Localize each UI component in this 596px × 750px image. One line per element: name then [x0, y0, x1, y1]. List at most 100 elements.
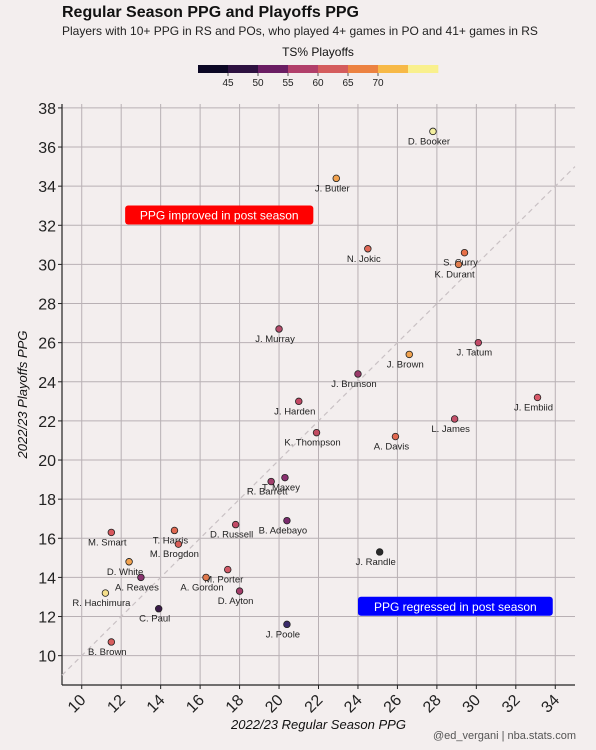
colorbar-segment [408, 65, 439, 73]
data-point [450, 415, 459, 423]
y-tick-label: 10 [38, 649, 56, 666]
x-tick-label: 34 [538, 692, 563, 717]
data-point [283, 516, 291, 525]
y-tick-label: 18 [38, 492, 56, 509]
y-tick-label: 32 [38, 218, 56, 235]
y-tick-label: 30 [38, 257, 56, 274]
data-point [275, 325, 283, 333]
data-point [170, 526, 179, 535]
point-label: A. Gordon [180, 582, 223, 593]
point-label: J. Randle [356, 557, 396, 568]
x-tick-label: 20 [262, 692, 287, 717]
y-axis-label: 2022/23 Playoffs PPG [15, 331, 30, 460]
data-point [364, 245, 372, 253]
y-tick-label: 38 [38, 101, 56, 118]
annotation-text: PPG regressed in post season [374, 600, 537, 614]
data-point [125, 558, 133, 566]
point-label: M. Smart [88, 537, 127, 548]
colorbar-tick-label: 70 [372, 78, 384, 89]
y-tick-label: 34 [38, 179, 56, 196]
point-label: J. Butler [315, 183, 350, 194]
data-point [460, 248, 469, 257]
reference-line [61, 166, 576, 676]
point-label: A. Reaves [115, 582, 159, 593]
y-tick-label: 22 [38, 414, 56, 431]
point-label: J. Poole [266, 629, 300, 640]
point-label: D. Ayton [218, 596, 254, 607]
x-tick-label: 22 [302, 692, 327, 717]
colorbar-label: TS% Playoffs [282, 45, 354, 59]
data-point [224, 565, 232, 574]
y-tick-label: 20 [38, 453, 56, 470]
colorbar-tick-label: 60 [312, 78, 324, 89]
x-axis-label: 2022/23 Regular Season PPG [230, 717, 406, 732]
data-point [533, 393, 542, 402]
data-point [354, 370, 362, 378]
point-label: D. Russell [210, 530, 253, 541]
point-label: C. Paul [139, 614, 170, 625]
data-point [295, 397, 303, 406]
x-tick-label: 18 [223, 692, 248, 717]
x-tick-label: 16 [183, 692, 208, 717]
point-label: J. Tatum [456, 348, 492, 359]
colorbar-segment [378, 65, 409, 73]
point-label: B. Adebayo [259, 526, 308, 537]
point-label: T. Harris [153, 535, 189, 546]
data-point [283, 620, 291, 629]
data-point [107, 638, 116, 646]
x-tick-label: 30 [460, 692, 485, 717]
x-tick-label: 14 [144, 692, 169, 717]
data-point [154, 605, 163, 613]
y-tick-label: 24 [38, 375, 56, 392]
data-point [174, 540, 183, 548]
colorbar-segment [198, 65, 229, 73]
data-point [474, 338, 483, 347]
colorbar-segment [348, 65, 379, 73]
y-tick-label: 28 [38, 297, 56, 314]
point-label: N. Jokic [347, 254, 381, 265]
data-point [267, 477, 275, 486]
y-tick-label: 36 [38, 140, 56, 157]
credit-text: @ed_vergani | nba.stats.com [432, 730, 576, 742]
data-point [375, 548, 384, 556]
data-point [405, 350, 413, 359]
colorbar-tick-label: 65 [342, 78, 354, 89]
annotation-box: PPG regressed in post season [357, 596, 553, 616]
point-label: T. Maxey [262, 483, 300, 494]
x-tick-label: 32 [499, 692, 524, 717]
x-tick-label: 28 [420, 692, 445, 717]
annotation-text: PPG improved in post season [140, 209, 299, 223]
x-tick-label: 26 [381, 692, 406, 717]
colorbar-segment [258, 65, 289, 73]
x-tick-label: 24 [341, 692, 366, 717]
point-label: J. Harden [274, 406, 315, 417]
data-point [391, 432, 400, 441]
point-label: R. Barrett [247, 487, 288, 498]
annotation-background [125, 205, 314, 225]
point-label: D. Booker [408, 136, 450, 147]
point-label: K. Durant [435, 269, 475, 280]
y-tick-label: 26 [38, 336, 56, 353]
colorbar-tick-label: 50 [252, 78, 264, 89]
point-label: J. Embiid [514, 402, 553, 413]
y-tick-label: 16 [38, 531, 56, 548]
x-tick-label: 12 [104, 692, 129, 717]
point-label: R. Hachimura [72, 598, 131, 609]
chart-subtitle: Players with 10+ PPG in RS and POs, who … [62, 24, 538, 38]
point-label: B. Brown [88, 647, 127, 658]
colorbar-tick-label: 45 [222, 78, 234, 89]
point-label: L. James [431, 424, 470, 435]
point-label: K. Thompson [284, 438, 340, 449]
data-point [312, 428, 321, 437]
data-point [202, 573, 210, 582]
data-point [107, 528, 116, 537]
annotation-box: PPG improved in post season [125, 205, 314, 225]
point-label: M. Brogdon [150, 549, 199, 560]
point-label: M. Porter [204, 575, 243, 586]
y-tick-label: 12 [38, 610, 56, 627]
point-label: A. Davis [374, 442, 410, 453]
point-label: J. Murray [255, 334, 295, 345]
colorbar-segment [318, 65, 349, 73]
y-tick-label: 14 [38, 570, 56, 587]
